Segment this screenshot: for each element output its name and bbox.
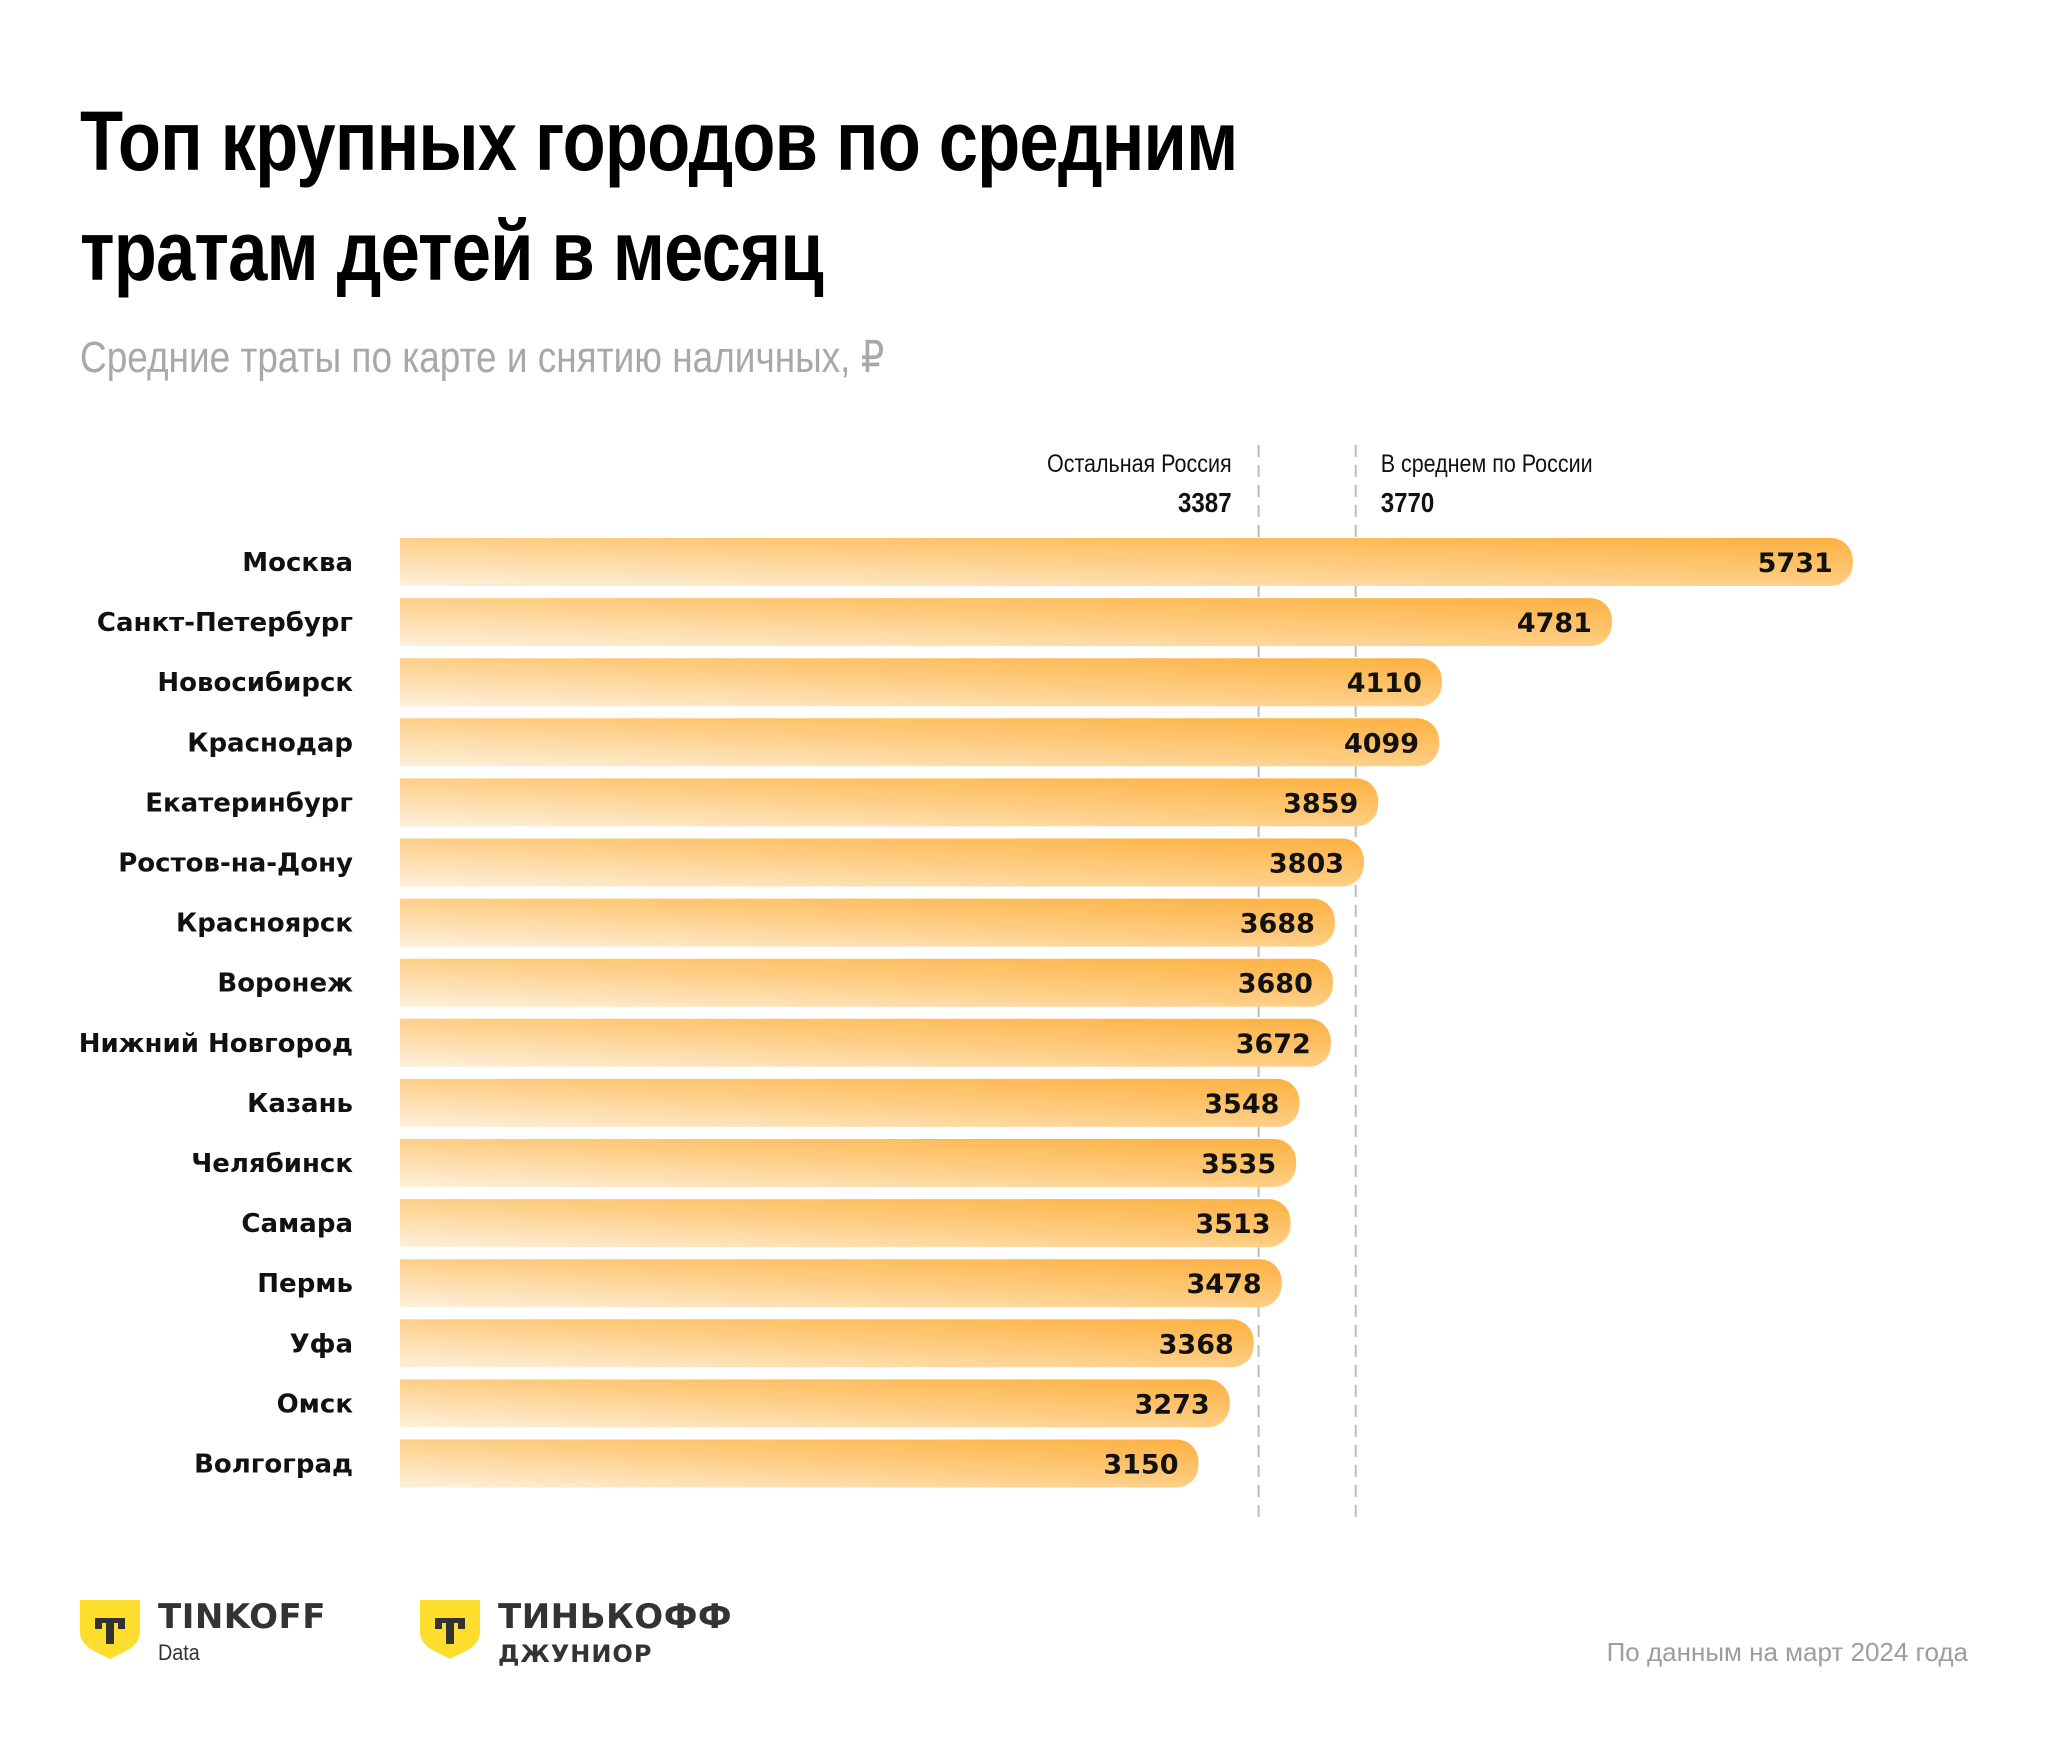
bar-value-label: 3548 — [1204, 1089, 1279, 1120]
chart-title-line-1: Топ крупных городов по средним — [80, 94, 1238, 188]
logo-name: TINKOFF — [158, 1597, 326, 1637]
chart-title: Топ крупных городов по средним тратам де… — [80, 86, 1238, 306]
reference-labels: Остальная Россия 3387 В среднем по России 3… — [1047, 449, 1593, 518]
bar-row: Санкт-Петербург 4781 — [97, 598, 1612, 647]
bar — [400, 958, 1333, 1007]
bar — [400, 898, 1335, 947]
bar — [400, 1379, 1230, 1428]
bar — [400, 718, 1440, 767]
bar-row: Волгоград 3150 — [194, 1439, 1199, 1488]
bar — [400, 1319, 1254, 1368]
category-label: Казань — [247, 1089, 353, 1119]
category-label: Краснодар — [187, 728, 353, 758]
bar-row: Воронеж 3680 — [217, 958, 1333, 1007]
bar-value-label: 3672 — [1236, 1029, 1311, 1060]
bar-row: Уфа 3368 — [290, 1319, 1254, 1368]
bar-value-label: 3680 — [1238, 969, 1313, 1000]
bar — [400, 538, 1853, 586]
category-label: Ростов-на-Дону — [118, 849, 353, 879]
tinkoff-junior-logo: ТИНЬКОФФ ДЖУНИОР — [420, 1600, 732, 1668]
bar — [400, 838, 1365, 887]
bar-row: Красноярск 3688 — [176, 898, 1335, 947]
category-label: Москва — [242, 548, 353, 578]
chart-title-line-2: тратам детей в месяц — [80, 204, 824, 298]
bar-row: Новосибирск 4110 — [157, 658, 1442, 707]
category-label: Санкт-Петербург — [97, 608, 353, 638]
category-label: Омск — [277, 1389, 354, 1419]
reference-line-label: Остальная Россия — [1047, 449, 1232, 477]
bar-value-label: 5731 — [1758, 548, 1833, 579]
bar-value-label: 3150 — [1103, 1450, 1178, 1481]
bar-value-label: 3688 — [1240, 909, 1315, 940]
bar — [400, 1078, 1300, 1127]
data-source-note: По данным на март 2024 года — [1606, 1637, 1968, 1667]
category-label: Самара — [241, 1209, 353, 1239]
category-label: Воронеж — [217, 969, 353, 999]
category-label: Волгоград — [194, 1450, 353, 1480]
bar-row: Краснодар 4099 — [187, 718, 1440, 767]
bar — [400, 778, 1379, 827]
chart-subtitle: Средние траты по карте и снятию наличных… — [80, 333, 885, 382]
category-label: Пермь — [257, 1269, 353, 1299]
category-label: Челябинск — [191, 1149, 353, 1179]
bar-value-label: 3273 — [1135, 1389, 1210, 1420]
bar — [400, 1439, 1199, 1488]
bar-row: Самара 3513 — [241, 1199, 1291, 1248]
bar-value-label: 3803 — [1269, 849, 1344, 880]
tinkoff-data-logo: TINKOFF Data — [80, 1600, 326, 1666]
tinkoff-shield-icon — [80, 1600, 140, 1660]
category-label: Уфа — [290, 1329, 353, 1359]
category-label: Красноярск — [176, 909, 353, 939]
reference-line-value: 3770 — [1381, 486, 1435, 518]
bar-row: Омск 3273 — [277, 1379, 1230, 1428]
bar-row: Екатеринбург 3859 — [145, 778, 1379, 827]
bar-value-label: 4110 — [1347, 668, 1422, 699]
logo-sub: ДЖУНИОР — [498, 1640, 653, 1668]
category-label: Новосибирск — [157, 668, 353, 698]
bar-row: Казань 3548 — [247, 1078, 1300, 1127]
bar-row: Нижний Новгород 3672 — [79, 1018, 1331, 1067]
bar — [400, 1018, 1331, 1067]
bar-value-label: 3478 — [1187, 1269, 1262, 1300]
bar — [400, 658, 1442, 707]
bar-value-label: 3513 — [1195, 1209, 1270, 1240]
reference-line-label: В среднем по России — [1381, 449, 1593, 477]
bars: Москва 5731 Санкт-Петербург 4781 Новосибирск… — [79, 538, 1853, 1488]
bar-row: Ростов-на-Дону 3803 — [118, 838, 1365, 887]
category-label: Нижний Новгород — [79, 1029, 353, 1059]
logo-sub: Data — [158, 1640, 200, 1665]
bar-row: Челябинск 3535 — [191, 1139, 1297, 1187]
bar-value-label: 4099 — [1344, 728, 1419, 759]
category-label: Екатеринбург — [145, 788, 353, 818]
bar-row: Москва 5731 — [242, 538, 1853, 586]
reference-line-value: 3387 — [1178, 486, 1232, 518]
bar — [400, 1199, 1291, 1248]
bar — [400, 1259, 1282, 1308]
bar-value-label: 3859 — [1283, 788, 1358, 819]
bar-value-label: 4781 — [1517, 608, 1592, 639]
bar — [400, 598, 1612, 647]
bar-value-label: 3368 — [1159, 1329, 1234, 1360]
bar-value-label: 3535 — [1201, 1149, 1276, 1180]
tinkoff-shield-icon — [420, 1600, 480, 1660]
logo-name: ТИНЬКОФФ — [498, 1597, 733, 1637]
bar-row: Пермь 3478 — [257, 1259, 1282, 1308]
bar — [400, 1139, 1297, 1187]
